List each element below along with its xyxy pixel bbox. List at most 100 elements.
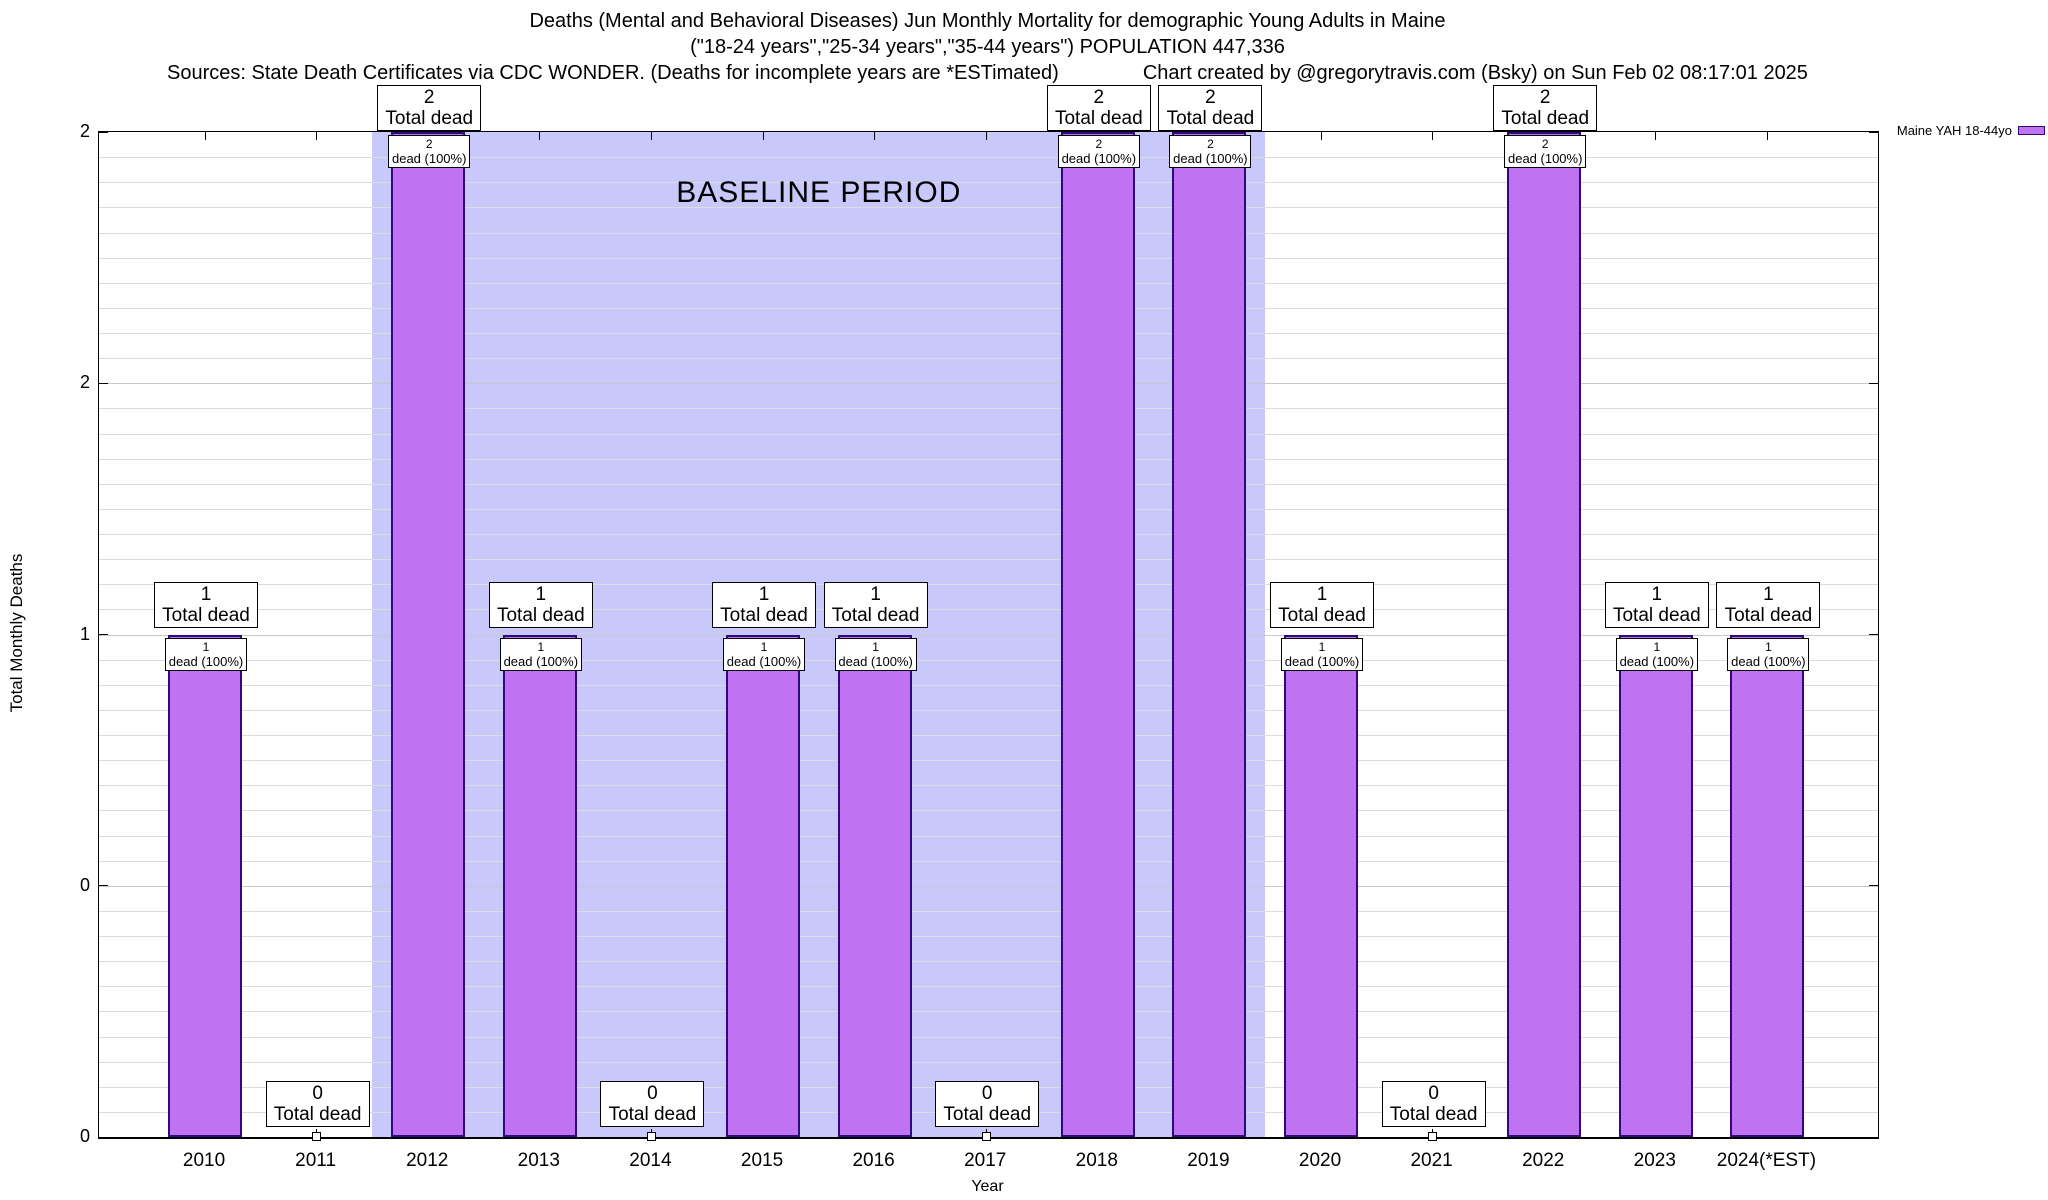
y-tick-mark <box>1869 634 1878 635</box>
gridline <box>99 232 1878 234</box>
bar-pct-label-2018: 2 dead (100%) <box>1057 135 1140 168</box>
gridline <box>99 333 1878 334</box>
total-dead-count: 2 <box>1205 87 1216 108</box>
x-tick-label-2017: 2017 <box>964 1150 1007 1171</box>
total-dead-callout-2018: 2 Total dead <box>1046 85 1151 131</box>
total-dead-count: 1 <box>1651 583 1663 605</box>
zero-marker-2011 <box>312 1132 322 1141</box>
total-dead-callout-2016: 1 Total dead <box>823 581 928 628</box>
x-tick-mark <box>650 132 652 140</box>
total-dead-text: Total dead <box>831 604 920 626</box>
total-dead-text: Total dead <box>1389 1104 1478 1125</box>
total-dead-callout-2023: 1 Total dead <box>1604 581 1709 628</box>
bar-pct-count: 1 <box>202 639 210 654</box>
x-tick-mark <box>1320 132 1322 140</box>
gridline <box>99 1061 1878 1063</box>
gridline <box>99 634 1878 636</box>
total-dead-callout-2015: 1 Total dead <box>712 581 817 628</box>
total-dead-count: 2 <box>1093 87 1105 108</box>
bar-pct-count: 1 <box>872 639 879 654</box>
gridline <box>99 860 1878 862</box>
bar-pct-text: dead (100%) <box>1173 151 1248 166</box>
total-dead-text: Total dead <box>720 604 808 626</box>
total-dead-text: Total dead <box>1612 604 1701 626</box>
bar-pct-label-2023: 1 dead (100%) <box>1615 637 1698 671</box>
total-dead-text: Total dead <box>1724 604 1813 626</box>
x-tick-label-2019: 2019 <box>1187 1150 1230 1171</box>
total-dead-callout-2019: 2 Total dead <box>1158 85 1263 131</box>
bar-2019 <box>1172 132 1247 1137</box>
gridline <box>99 207 1878 209</box>
bar-pct-label-2024(*EST): 1 dead (100%) <box>1727 637 1810 671</box>
x-tick-mark <box>204 132 206 140</box>
x-tick-label-2014: 2014 <box>629 1150 672 1171</box>
y-tick-label-2: 1 <box>79 623 90 644</box>
bar-2023 <box>1618 634 1693 1137</box>
bar-2024(*EST) <box>1730 634 1805 1137</box>
bar-pct-count: 1 <box>537 639 545 654</box>
y-tick-mark <box>1869 1136 1878 1138</box>
total-dead-callout-2012: 2 Total dead <box>377 85 482 131</box>
y-tick-label-1: 0 <box>79 874 90 895</box>
bar-pct-label-2019: 2 dead (100%) <box>1169 135 1252 168</box>
y-tick-label-4: 2 <box>79 121 90 141</box>
gridline <box>99 709 1878 711</box>
legend: Maine YAH 18-44yo <box>1897 123 2045 138</box>
gridline <box>99 383 1878 385</box>
bar-2020 <box>1284 634 1359 1137</box>
bar-pct-count: 2 <box>1541 137 1549 151</box>
total-dead-text: Total dead <box>162 604 250 626</box>
gridline <box>99 408 1878 410</box>
bar-pct-text: dead (100%) <box>726 653 802 669</box>
bar-pct-count: 1 <box>760 639 768 654</box>
chart-sources-note: Sources: State Death Certificates via CD… <box>167 62 1059 84</box>
bar-pct-label-2022: 2 dead (100%) <box>1504 135 1587 168</box>
x-tick-label-2022: 2022 <box>1522 1150 1565 1171</box>
x-tick-label-2023: 2023 <box>1633 1150 1676 1171</box>
total-dead-count: 1 <box>535 583 547 605</box>
y-tick-mark <box>99 1136 108 1138</box>
x-tick-label-2021: 2021 <box>1410 1150 1453 1171</box>
gridline <box>99 282 1878 284</box>
chart-subtitle: ("18-24 years","25-34 years","35-44 year… <box>690 36 1285 58</box>
bar-pct-text: dead (100%) <box>391 151 467 166</box>
gridline <box>99 684 1878 686</box>
y-tick-label-3: 2 <box>79 372 90 393</box>
y-tick-mark <box>99 131 108 133</box>
bar-2015 <box>726 634 801 1137</box>
bar-pct-text: dead (100%) <box>503 653 579 669</box>
gridline <box>99 257 1878 259</box>
y-tick-label-0: 0 <box>79 1126 90 1146</box>
x-axis-title: Year <box>971 1178 1004 1195</box>
baseline-period-label: BASELINE PERIOD <box>676 176 962 209</box>
bar-pct-text: dead (100%) <box>1619 653 1695 669</box>
total-dead-callout-2024(*EST): 1 Total dead <box>1716 581 1821 628</box>
bar-pct-text: dead (100%) <box>168 653 244 669</box>
bar-pct-count: 1 <box>1765 639 1772 654</box>
x-tick-label-2024(*EST): 2024(*EST) <box>1716 1150 1817 1171</box>
x-tick-mark <box>874 132 876 140</box>
y-axis-title: Total Monthly Deaths <box>7 553 26 713</box>
bar-pct-label-2013: 1 dead (100%) <box>499 637 582 671</box>
gridline <box>99 182 1878 184</box>
legend-series-label: Maine YAH 18-44yo <box>1896 123 2012 138</box>
plot-area: BASELINE PERIOD 1 dead (100%) 1 Total dead 0 T… <box>98 85 1879 1141</box>
total-dead-text: Total dead <box>496 604 585 626</box>
x-tick-label-2020: 2020 <box>1298 1150 1342 1171</box>
y-tick-mark <box>1869 131 1878 133</box>
total-dead-text: Total dead <box>273 1104 362 1125</box>
bar-pct-label-2016: 1 dead (100%) <box>834 637 917 671</box>
zero-marker-2017 <box>981 1132 991 1141</box>
y-tick-mark <box>99 382 108 384</box>
x-tick-mark <box>985 132 987 140</box>
bar-pct-text: dead (100%) <box>1061 151 1137 166</box>
gridline <box>99 910 1878 912</box>
chart-title-block: Deaths (Mental and Behavioral Diseases) … <box>98 8 1877 86</box>
chart-footnote-line: Sources: State Death Certificates via CD… <box>98 60 1877 86</box>
gridline <box>99 358 1878 360</box>
total-dead-text: Total dead <box>1166 108 1255 129</box>
x-tick-label-2016: 2016 <box>852 1150 895 1171</box>
bar-pct-label-2012: 2 dead (100%) <box>388 135 471 168</box>
zero-marker-2014 <box>646 1132 656 1141</box>
